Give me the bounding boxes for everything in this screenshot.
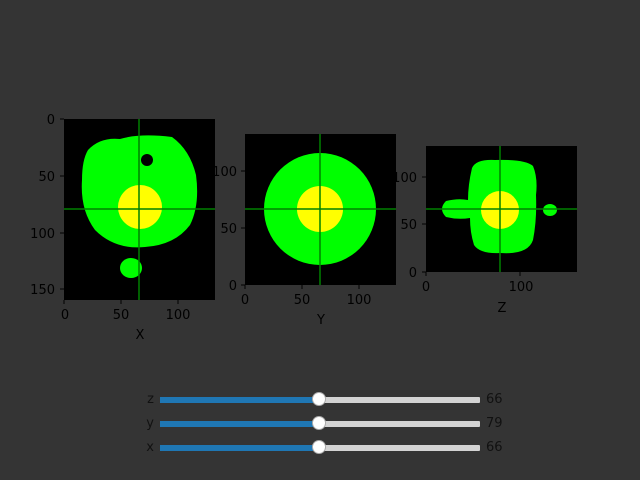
panel-x-view: 0 50 100 0 50 100 150 X (30, 113, 215, 343)
x-tick-label: 100 (347, 293, 372, 308)
axis-label: X (136, 328, 145, 343)
x-tick-label: 0 (61, 308, 69, 323)
y-tick-label: 100 (212, 165, 237, 180)
x-tick-label: 100 (509, 280, 534, 295)
slider-x-label: x (146, 440, 154, 455)
y-tick-label: 150 (30, 283, 55, 298)
slider-y-value: 79 (486, 416, 503, 431)
x-tick-label: 0 (422, 280, 430, 295)
slider-y-track[interactable] (160, 416, 480, 430)
hole-region (141, 154, 153, 166)
y-tick-label: 0 (409, 266, 417, 281)
slider-z-value: 66 (486, 392, 503, 407)
slider-x-handle[interactable] (312, 440, 326, 454)
panel-y-view: 0 50 100 0 50 100 Y (212, 134, 396, 328)
x-tick-label: 100 (166, 308, 191, 323)
x-tick-label: 50 (113, 308, 130, 323)
slider-x-fill (160, 445, 320, 451)
y-tick-label: 0 (229, 279, 237, 294)
slider-y-label: y (146, 416, 154, 431)
slider-z-label: z (147, 392, 154, 407)
panel-z-view: 0 100 0 50 100 Z (392, 146, 577, 316)
blob-region (120, 258, 142, 278)
x-tick-label: 0 (241, 293, 249, 308)
y-tick-label: 50 (400, 218, 417, 233)
slider-x-track[interactable] (160, 440, 480, 454)
y-tick-label: 50 (38, 170, 55, 185)
slider-x-value: 66 (486, 440, 503, 455)
y-tick-label: 100 (392, 171, 417, 186)
slider-y-handle[interactable] (312, 416, 326, 430)
slider-z-track[interactable] (160, 392, 480, 406)
y-tick-label: 50 (220, 222, 237, 237)
slider-z-fill (160, 397, 320, 403)
y-tick-label: 100 (30, 227, 55, 242)
y-tick-label: 0 (47, 113, 55, 128)
x-tick-label: 50 (294, 293, 311, 308)
core-region (118, 185, 162, 229)
slider-y-fill (160, 421, 320, 427)
axis-label: Y (316, 313, 325, 328)
axis-label: Z (498, 301, 507, 316)
slider-z-handle[interactable] (312, 392, 326, 406)
blob-region (543, 204, 557, 216)
